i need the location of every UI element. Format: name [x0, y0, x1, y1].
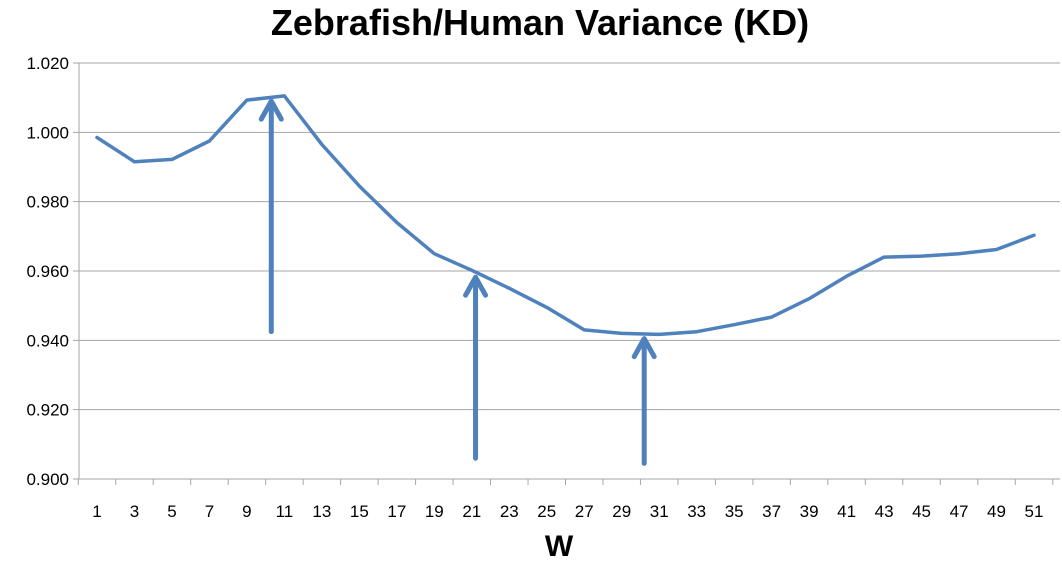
annotation-arrow [631, 336, 657, 466]
x-tick-label: 39 [800, 502, 819, 521]
y-tick-label: 0.980 [26, 193, 69, 212]
x-tick-label: 5 [167, 502, 176, 521]
x-tick-label: 45 [912, 502, 931, 521]
x-tick-label: 31 [650, 502, 669, 521]
x-tick-label: 35 [725, 502, 744, 521]
series-lines [95, 94, 1036, 337]
x-tick-label: 27 [575, 502, 594, 521]
y-tick-label: 0.940 [26, 331, 69, 350]
gridlines [73, 62, 1060, 480]
x-tick-label: 15 [350, 502, 369, 521]
x-tick-label: 33 [687, 502, 706, 521]
annotation-arrows [258, 98, 657, 466]
chart-title: Zebrafish/Human Variance (KD) [271, 2, 809, 43]
x-tick-label: 7 [205, 502, 214, 521]
series-line [95, 94, 1036, 337]
y-axis-ticks: 0.900 0.920 0.940 0.960 0.980 1.000 1.020 [26, 54, 69, 489]
x-tick-label: 23 [500, 502, 519, 521]
x-tick-label: 43 [875, 502, 894, 521]
x-tick-label: 49 [987, 502, 1006, 521]
x-tick-label: 3 [130, 502, 139, 521]
annotation-arrow [258, 98, 284, 335]
x-tick-label: 21 [462, 502, 481, 521]
x-tick-label: 37 [762, 502, 781, 521]
x-tick-label: 11 [276, 502, 294, 521]
x-tick-label: 19 [425, 502, 444, 521]
x-tick-label: 41 [837, 502, 856, 521]
x-axis-ticks: 1 3 5 7 9 11 13 15 17 19 21 23 25 27 29 31 33 35 37 39 41 43 4… [77, 479, 1054, 521]
x-tick-label: 25 [537, 502, 556, 521]
x-tick-label: 47 [950, 502, 969, 521]
annotation-arrow [463, 274, 489, 461]
x-tick-label: 13 [312, 502, 331, 521]
y-tick-label: 0.920 [26, 401, 69, 420]
x-axis-label: W [545, 530, 574, 563]
x-tick-label: 51 [1025, 502, 1044, 521]
y-tick-label: 0.960 [26, 262, 69, 281]
x-tick-label: 1 [92, 502, 101, 521]
y-tick-label: 0.900 [26, 470, 69, 489]
x-tick-label: 29 [612, 502, 631, 521]
y-tick-label: 1.020 [26, 54, 69, 73]
y-tick-label: 1.000 [26, 123, 69, 142]
x-tick-label: 9 [242, 502, 251, 521]
x-tick-label: 17 [387, 502, 406, 521]
